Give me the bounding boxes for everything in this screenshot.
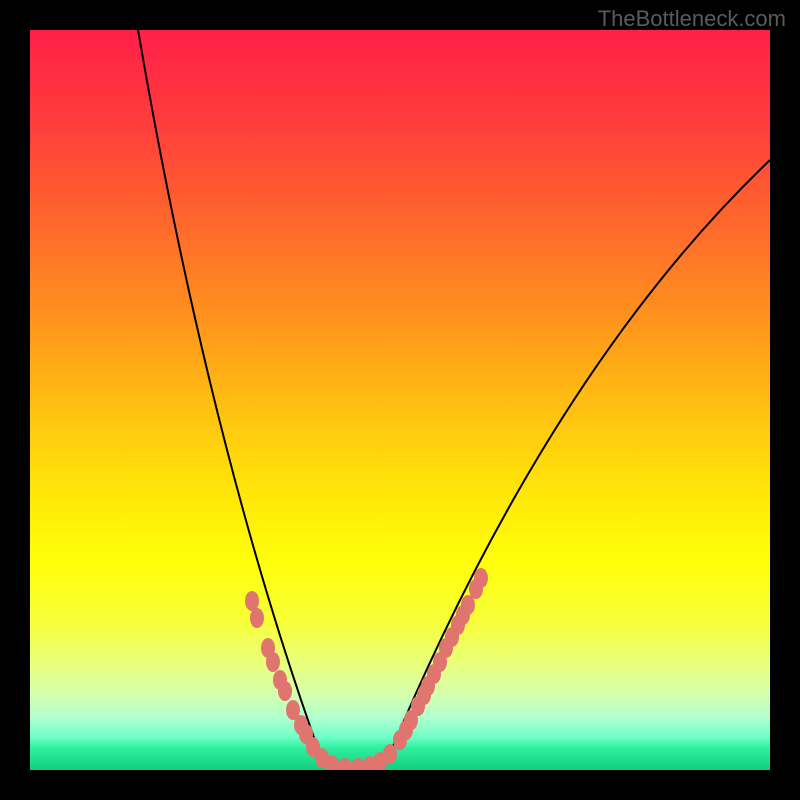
curve-layer <box>30 30 770 770</box>
data-marker <box>250 608 264 628</box>
watermark-text: TheBottleneck.com <box>598 6 786 32</box>
markers-group <box>245 568 488 770</box>
plot-area <box>30 30 770 770</box>
data-marker <box>461 595 475 615</box>
data-marker <box>266 652 280 672</box>
data-marker <box>474 568 488 588</box>
v-curve <box>138 30 770 767</box>
data-marker <box>338 758 352 770</box>
data-marker <box>278 681 292 701</box>
data-marker <box>383 744 397 764</box>
data-marker <box>351 758 365 770</box>
data-marker <box>245 591 259 611</box>
